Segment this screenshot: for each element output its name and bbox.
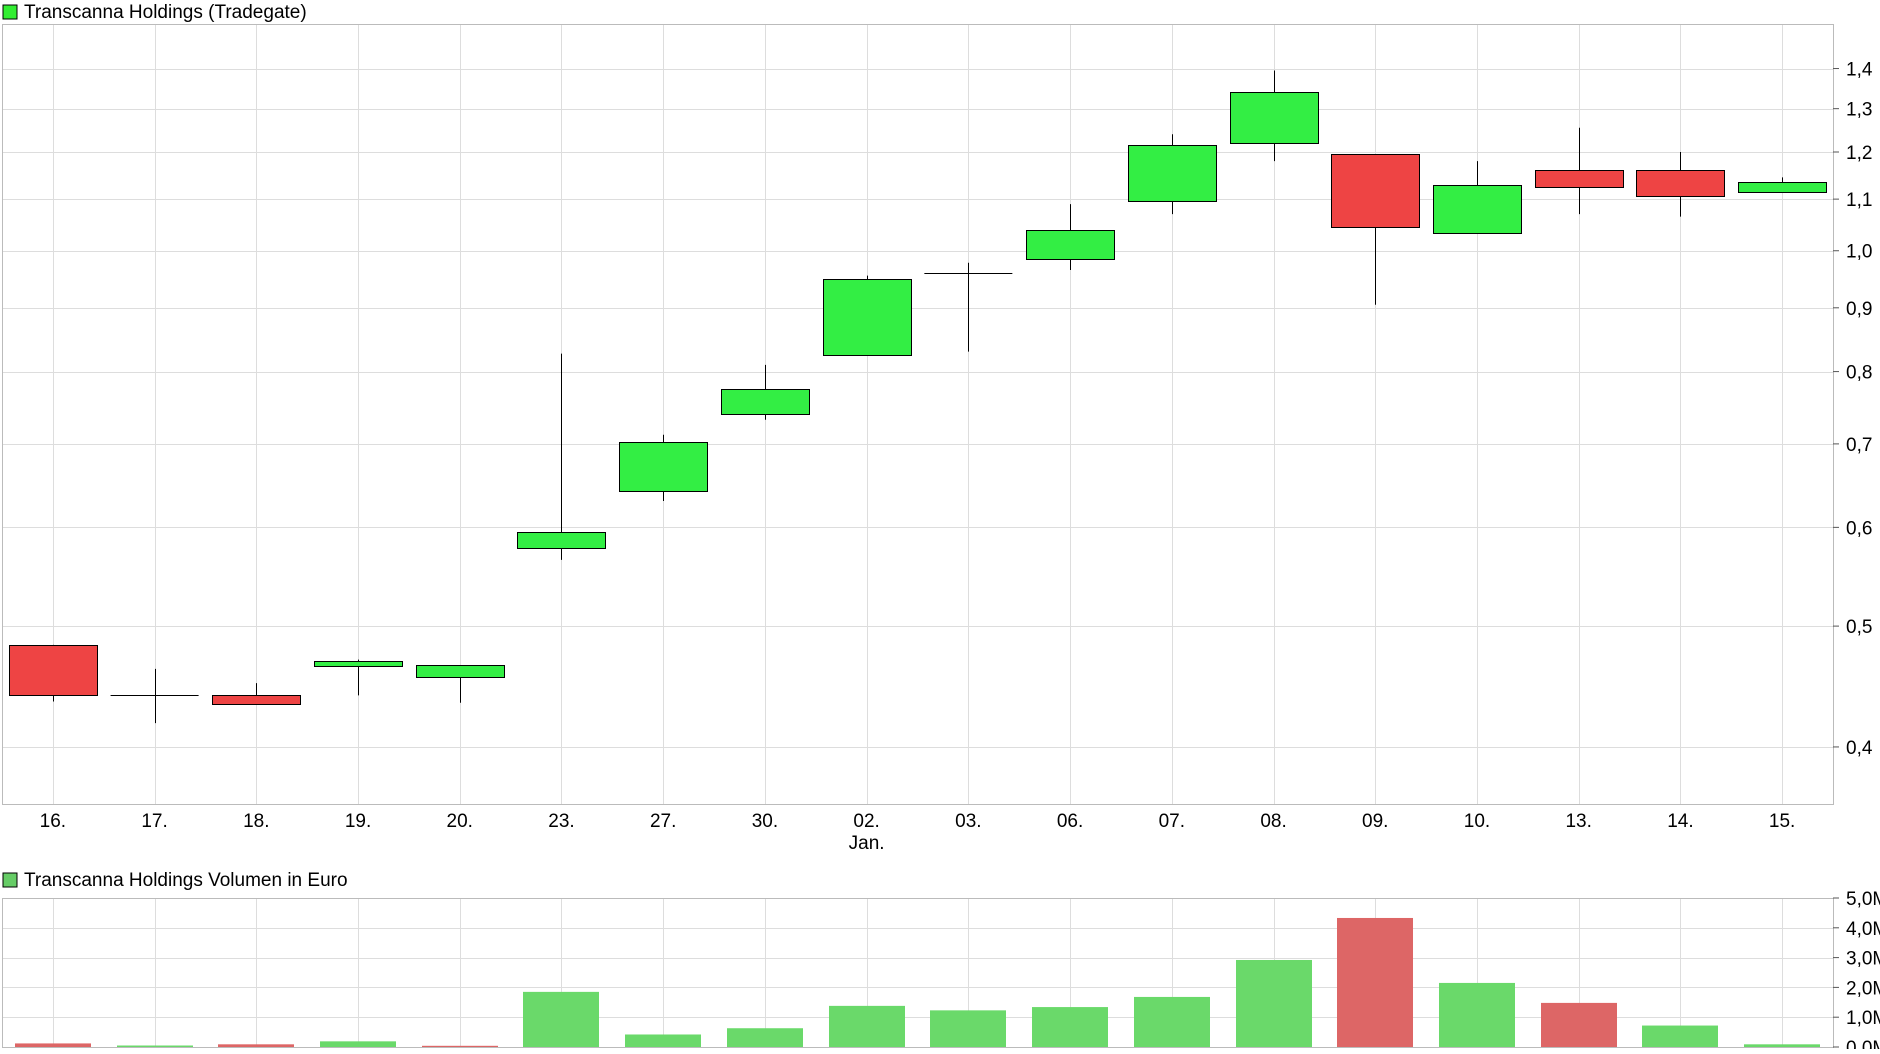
x-tick-label: 18. (243, 811, 269, 832)
candle-body (1636, 170, 1725, 197)
x-tick-label: 20. (447, 811, 473, 832)
volume-y-tick-label: 0,0M (1846, 1038, 1880, 1049)
volume-bar (1744, 1044, 1820, 1047)
volume-plot-frame (2, 898, 1834, 1048)
candle-body (1738, 182, 1827, 193)
volume-bar (1134, 996, 1210, 1047)
volume-y-tick-label: 5,0M (1846, 889, 1880, 910)
volume-bar (1236, 959, 1312, 1047)
x-tick-label: 16. (40, 811, 66, 832)
volume-bar (829, 1005, 905, 1047)
y-tick-label: 0,7 (1846, 435, 1872, 456)
candle-body (619, 442, 708, 492)
volume-bar (1032, 1007, 1108, 1047)
volume-bar (218, 1044, 294, 1047)
x-tick-label: 02. (853, 811, 879, 832)
volume-bar (1541, 1002, 1617, 1047)
candle-body (314, 661, 403, 667)
y-tick-label: 1,4 (1846, 60, 1873, 81)
candle-body (9, 645, 98, 696)
candle-body (212, 695, 301, 705)
candle-body (517, 532, 606, 549)
volume-y-tick-label: 4,0M (1846, 919, 1880, 940)
volume-bar (1642, 1025, 1718, 1047)
candle-body (1535, 170, 1624, 188)
volume-y-tick-label: 3,0M (1846, 949, 1880, 970)
plot-frame (2, 24, 1834, 805)
x-tick-label: 07. (1159, 811, 1185, 832)
y-tick-label: 0,5 (1846, 617, 1872, 638)
price-chart: Transcanna Holdings (Tradegate) 1,4 1,3 1,2… (2, 2, 1873, 854)
volume-bar (320, 1041, 396, 1047)
candle-body (1331, 154, 1420, 228)
candle-body (823, 279, 912, 356)
volume-bar (422, 1045, 498, 1047)
x-tick-label: 08. (1260, 811, 1286, 832)
y-tick-label: 0,8 (1846, 363, 1872, 384)
y-tick-label: 0,9 (1846, 299, 1872, 320)
volume-bar (117, 1045, 193, 1047)
x-tick-label: 27. (650, 811, 676, 832)
x-tick-label: 19. (345, 811, 371, 832)
volume-bar (523, 991, 599, 1047)
x-tick-label: 09. (1362, 811, 1388, 832)
volume-title: Transcanna Holdings Volumen in Euro (24, 870, 348, 891)
volume-y-tick-label: 1,0M (1846, 1008, 1880, 1029)
candle-body (1433, 185, 1522, 234)
volume-bar (1439, 982, 1515, 1047)
y-tick-label: 1,2 (1846, 143, 1872, 164)
candle-body (1230, 92, 1319, 144)
x-month-label: Jan. (849, 833, 885, 854)
candle-body (416, 665, 505, 678)
volume-bar (727, 1028, 803, 1047)
y-tick-label: 0,4 (1846, 738, 1873, 759)
x-tick-label: 30. (752, 811, 778, 832)
x-tick-label: 23. (548, 811, 574, 832)
volume-bar (15, 1043, 91, 1047)
volume-bar (625, 1034, 701, 1047)
y-tick-label: 0,6 (1846, 518, 1872, 539)
volume-legend-swatch (2, 872, 18, 888)
legend-swatch (2, 4, 18, 20)
x-tick-label: 13. (1565, 811, 1591, 832)
y-tick-label: 1,3 (1846, 100, 1872, 121)
chart-title: Transcanna Holdings (Tradegate) (24, 2, 307, 23)
candle-body (1026, 230, 1115, 260)
x-tick-label: 14. (1667, 811, 1693, 832)
volume-y-tick-label: 2,0M (1846, 978, 1880, 999)
volume-bar (930, 1010, 1006, 1047)
candle-body (1128, 145, 1217, 202)
volume-chart: Transcanna Holdings Volumen in Euro 5,0M 4… (2, 870, 1880, 1054)
y-tick-label: 1,1 (1846, 190, 1872, 211)
x-tick-label: 06. (1057, 811, 1083, 832)
x-tick-label: 17. (141, 811, 167, 832)
volume-bar (1337, 917, 1413, 1047)
x-tick-label: 03. (955, 811, 981, 832)
x-tick-label: 15. (1769, 811, 1795, 832)
y-tick-label: 1,0 (1846, 242, 1872, 263)
x-tick-label: 10. (1464, 811, 1490, 832)
candle-body (721, 389, 810, 415)
